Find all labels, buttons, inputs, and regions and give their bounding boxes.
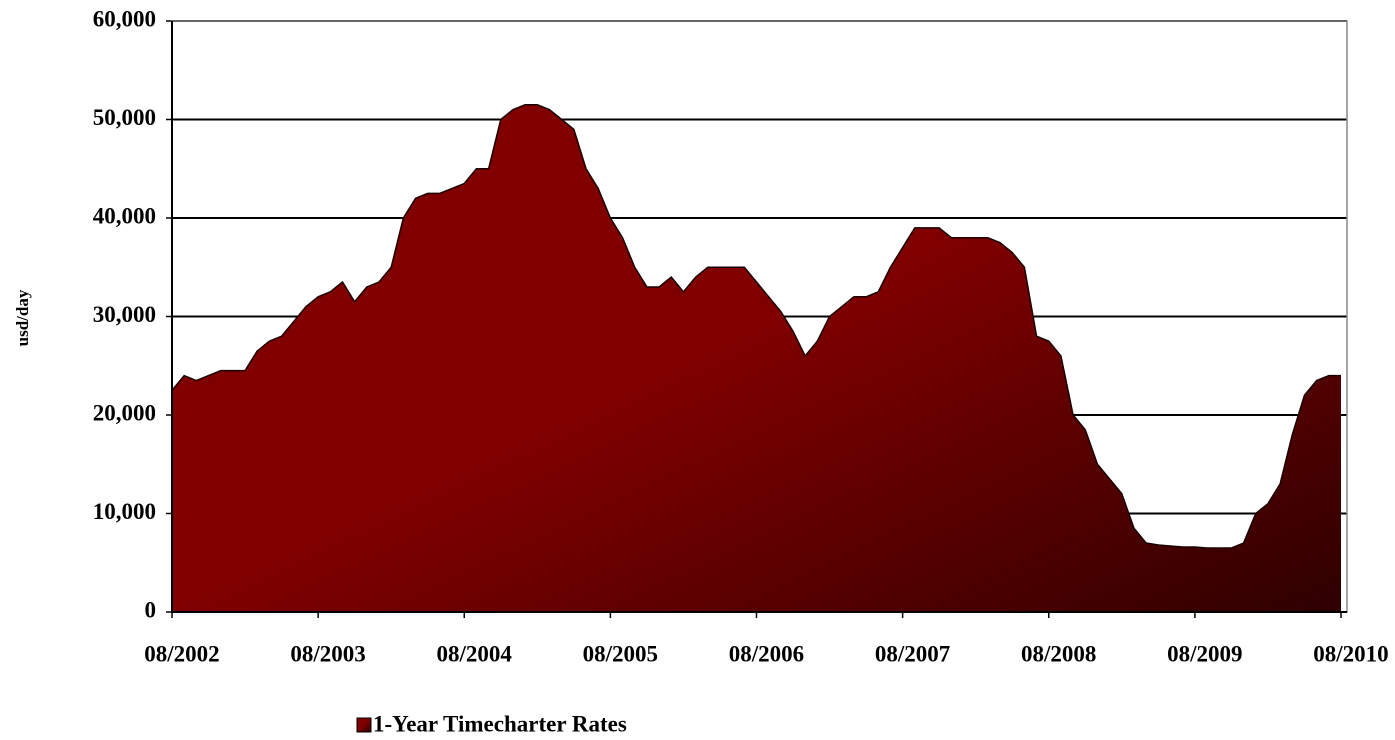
- y-axis-label: usd/day: [13, 289, 32, 346]
- y-tick-label: 20,000: [93, 400, 156, 425]
- x-tick-label: 08/2003: [290, 641, 365, 666]
- area: [172, 104, 1341, 612]
- y-tick-label: 40,000: [93, 203, 156, 228]
- legend-label: 1-Year Timecharter Rates: [373, 711, 627, 736]
- x-tick-label: 08/2002: [144, 641, 219, 666]
- x-tick-label: 08/2006: [729, 641, 804, 666]
- x-tick-label: 08/2009: [1167, 641, 1242, 666]
- y-tick-label: 50,000: [93, 105, 156, 130]
- legend-swatch: [356, 717, 372, 733]
- y-tick-label: 60,000: [93, 6, 156, 31]
- x-tick-label: 08/2008: [1021, 641, 1096, 666]
- x-tick-label: 08/2007: [875, 641, 950, 666]
- y-tick-label: 10,000: [93, 499, 156, 524]
- y-tick-label: 30,000: [93, 302, 156, 327]
- x-tick-label: 08/2010: [1313, 641, 1388, 666]
- x-tick-label: 08/2005: [583, 641, 658, 666]
- y-tick-label: 0: [145, 597, 157, 622]
- x-tick-label: 08/2004: [437, 641, 513, 666]
- area-outline: [171, 103, 1341, 549]
